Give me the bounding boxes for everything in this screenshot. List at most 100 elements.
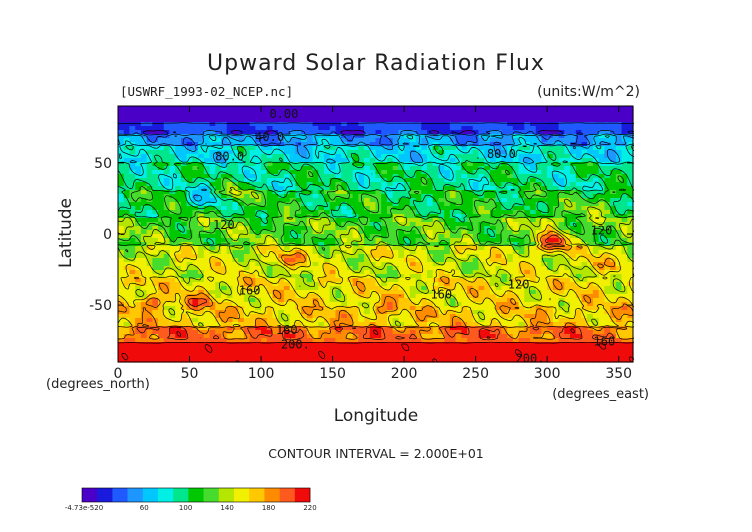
heatmap-cell xyxy=(381,182,388,187)
heatmap-cell xyxy=(478,130,485,135)
heatmap-cell xyxy=(215,258,222,263)
heatmap-cell xyxy=(621,306,628,311)
heatmap-cell xyxy=(392,250,399,255)
heatmap-cell xyxy=(415,134,422,139)
heatmap-cell xyxy=(123,238,131,243)
heatmap-cell xyxy=(421,258,428,263)
heatmap-cell xyxy=(203,154,211,159)
heatmap-cell xyxy=(512,170,520,175)
heatmap-cell xyxy=(232,118,239,123)
heatmap-cell xyxy=(489,314,497,319)
heatmap-cell xyxy=(392,170,399,175)
heatmap-cell xyxy=(558,218,565,223)
heatmap-cell xyxy=(501,302,508,307)
heatmap-cell xyxy=(238,222,245,227)
heatmap-cell xyxy=(570,306,577,311)
heatmap-cell xyxy=(467,206,474,211)
heatmap-cell xyxy=(604,146,611,151)
heatmap-cell xyxy=(283,130,291,135)
heatmap-cell xyxy=(495,302,502,307)
heatmap-cell xyxy=(266,170,274,175)
heatmap-cell xyxy=(438,294,445,299)
heatmap-cell xyxy=(249,146,256,151)
heatmap-cell xyxy=(581,154,588,159)
heatmap-cell xyxy=(243,158,251,163)
heatmap-cell xyxy=(301,270,308,275)
heatmap-cell xyxy=(158,278,165,283)
heatmap-cell xyxy=(186,118,193,123)
heatmap-cell xyxy=(489,234,497,239)
heatmap-cell xyxy=(364,322,371,327)
heatmap-cell xyxy=(226,222,234,227)
heatmap-cell xyxy=(455,198,462,203)
heatmap-cell xyxy=(215,274,222,279)
heatmap-cell xyxy=(392,182,399,187)
heatmap-cell xyxy=(306,118,314,123)
heatmap-cell xyxy=(301,278,308,283)
heatmap-cell xyxy=(352,246,359,251)
heatmap-cell xyxy=(186,282,193,287)
heatmap-cell xyxy=(261,206,268,211)
heatmap-cell xyxy=(306,170,314,175)
heatmap-cell xyxy=(535,114,543,119)
heatmap-cell xyxy=(570,230,577,235)
heatmap-cell xyxy=(175,114,182,119)
heatmap-cell xyxy=(140,178,148,183)
heatmap-cell xyxy=(421,130,428,135)
heatmap-cell xyxy=(221,226,228,231)
heatmap-cell xyxy=(369,146,377,151)
heatmap-cell xyxy=(324,178,331,183)
heatmap-cell xyxy=(518,182,525,187)
heatmap-cell xyxy=(243,142,251,147)
heatmap-cell xyxy=(272,230,279,235)
heatmap-cell xyxy=(524,274,531,279)
heatmap-cell xyxy=(341,154,348,159)
heatmap-cell xyxy=(301,186,308,191)
heatmap-cell xyxy=(587,202,594,207)
heatmap-cell xyxy=(221,146,228,151)
heatmap-cell xyxy=(318,274,325,279)
heatmap-cell xyxy=(575,318,583,323)
heatmap-cell xyxy=(255,174,262,179)
heatmap-cell xyxy=(547,270,554,275)
heatmap-cell xyxy=(570,298,577,303)
heatmap-cell xyxy=(312,198,319,203)
heatmap-cell xyxy=(587,190,594,195)
heatmap-cell xyxy=(318,138,325,143)
heatmap-cell xyxy=(575,290,583,295)
heatmap-cell xyxy=(226,130,234,135)
heatmap-cell xyxy=(118,174,125,179)
heatmap-cell xyxy=(444,174,451,179)
heatmap-cell xyxy=(524,306,531,311)
heatmap-cell xyxy=(163,254,171,259)
heatmap-cell xyxy=(484,190,491,195)
heatmap-cell xyxy=(541,158,548,163)
heatmap-cell xyxy=(409,198,417,203)
heatmap-cell xyxy=(215,154,222,159)
heatmap-cell xyxy=(329,154,337,159)
heatmap-cell xyxy=(541,190,548,195)
heatmap-cell xyxy=(221,278,228,283)
heatmap-cell xyxy=(570,118,577,123)
heatmap-cell xyxy=(461,146,468,151)
heatmap-cell xyxy=(535,130,543,135)
heatmap-cell xyxy=(558,118,565,123)
heatmap-cell xyxy=(226,234,234,239)
heatmap-cell xyxy=(129,238,136,243)
heatmap-cell xyxy=(615,274,623,279)
heatmap-cell xyxy=(135,118,142,123)
heatmap-cell xyxy=(541,254,548,259)
heatmap-cell xyxy=(398,206,405,211)
heatmap-cell xyxy=(255,274,262,279)
heatmap-cell xyxy=(432,250,440,255)
heatmap-cell xyxy=(495,254,502,259)
heatmap-cell xyxy=(604,278,611,283)
heatmap-cell xyxy=(444,230,451,235)
heatmap-cell xyxy=(455,238,462,243)
heatmap-cell xyxy=(318,238,325,243)
heatmap-cell xyxy=(386,246,394,251)
heatmap-cell xyxy=(598,158,605,163)
heatmap-cell xyxy=(381,286,388,291)
heatmap-cell xyxy=(581,266,588,271)
heatmap-cell xyxy=(209,198,216,203)
